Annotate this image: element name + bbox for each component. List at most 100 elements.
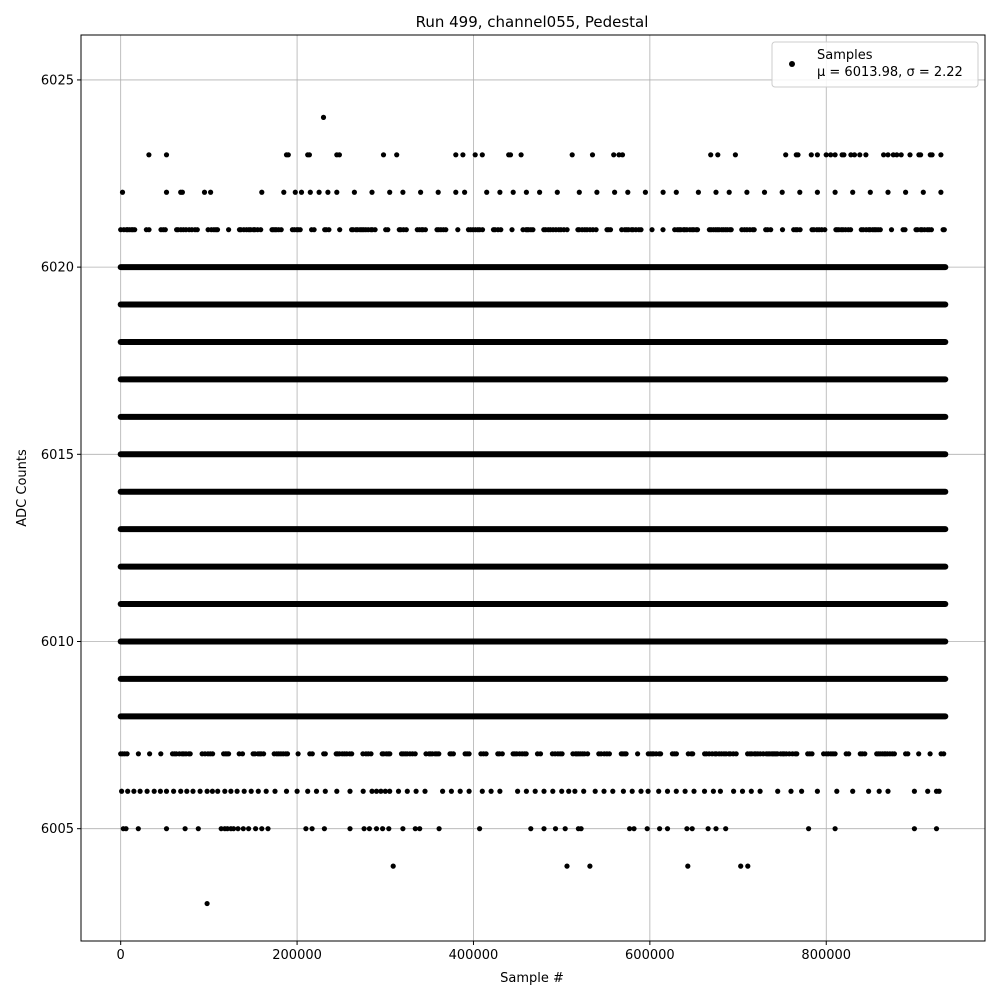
- sample-point: [877, 227, 883, 233]
- sample-point: [658, 751, 664, 757]
- sample-point: [351, 189, 357, 195]
- sample-point: [564, 863, 570, 869]
- sample-point: [382, 788, 388, 794]
- y-tick-label: 6005: [41, 822, 74, 837]
- sample-point: [443, 227, 449, 233]
- sample-point: [259, 189, 265, 195]
- sample-point: [226, 751, 232, 757]
- sample-point: [499, 751, 505, 757]
- sample-point: [226, 227, 232, 233]
- sample-point: [178, 788, 184, 794]
- sample-point: [387, 788, 393, 794]
- sample-point: [554, 189, 560, 195]
- sample-point: [775, 788, 781, 794]
- sample-point: [123, 826, 129, 832]
- sample-point: [311, 227, 317, 233]
- sample-point: [850, 788, 856, 794]
- sample-point: [321, 826, 327, 832]
- sample-point: [360, 788, 366, 794]
- sample-point: [422, 788, 428, 794]
- sample-point: [306, 152, 312, 158]
- sample-point: [916, 751, 922, 757]
- sample-point: [559, 751, 565, 757]
- sample-point: [337, 227, 343, 233]
- sample-point: [601, 788, 607, 794]
- legend: Samples μ = 6013.98, σ = 2.22: [771, 41, 979, 88]
- sample-point: [386, 826, 392, 832]
- sample-point: [572, 788, 578, 794]
- sample-point: [453, 152, 459, 158]
- sample-point: [435, 189, 441, 195]
- sample-point: [848, 152, 854, 158]
- sample-point: [814, 189, 821, 195]
- sample-point: [739, 788, 746, 794]
- x-tick-label: 200000: [272, 948, 322, 963]
- sample-point: [320, 114, 327, 120]
- sample-point: [336, 152, 342, 158]
- sample-point: [259, 826, 265, 832]
- sample-point: [587, 863, 593, 869]
- sample-point: [862, 751, 868, 757]
- sample-point: [644, 826, 650, 832]
- sample-point: [272, 788, 278, 794]
- sample-point: [715, 152, 721, 158]
- sample-point: [832, 751, 838, 757]
- sample-point: [814, 152, 821, 158]
- sample-point: [412, 826, 418, 832]
- sample-point: [292, 189, 298, 195]
- sample-point: [929, 152, 935, 158]
- sample-point: [701, 788, 708, 794]
- sample-point: [938, 189, 944, 195]
- sample-point: [119, 189, 126, 195]
- sample-point: [857, 152, 863, 158]
- sample-point: [673, 751, 680, 757]
- sample-point: [171, 788, 177, 794]
- sample-point: [163, 189, 170, 195]
- sample-point: [235, 826, 241, 832]
- sample-point: [713, 826, 719, 832]
- sample-point: [322, 788, 328, 794]
- sample-point: [477, 826, 483, 832]
- sample-point: [685, 863, 691, 869]
- sample-point: [131, 788, 137, 794]
- sample-point: [708, 152, 714, 158]
- sample-point: [941, 227, 947, 233]
- sample-point: [294, 788, 300, 794]
- sample-point: [689, 826, 695, 832]
- sample-point: [589, 152, 596, 158]
- sample-point: [920, 189, 926, 195]
- sample-point: [757, 788, 763, 794]
- sample-point: [541, 826, 547, 832]
- sample-point: [627, 826, 633, 832]
- sample-point: [738, 863, 744, 869]
- sample-point: [918, 152, 924, 158]
- sample-point: [578, 826, 584, 832]
- sample-point: [881, 152, 887, 158]
- sample-point: [309, 751, 315, 757]
- sample-point: [228, 788, 234, 794]
- plot-frame: [80, 34, 986, 942]
- sample-point: [347, 788, 353, 794]
- sample-point: [841, 152, 847, 158]
- sample-point: [673, 788, 679, 794]
- sample-point: [373, 826, 380, 832]
- sample-point: [566, 788, 572, 794]
- legend-series-label: Samples: [817, 48, 873, 63]
- sample-point: [453, 189, 459, 195]
- sample-point: [305, 788, 311, 794]
- sample-point: [466, 788, 472, 794]
- x-axis-label: Sample #: [500, 971, 564, 986]
- sample-point: [460, 152, 466, 158]
- sample-point: [462, 189, 468, 195]
- sample-point: [559, 788, 565, 794]
- sample-point: [523, 788, 530, 794]
- sample-point: [694, 227, 701, 233]
- sample-point: [222, 788, 228, 794]
- y-tick-label: 6020: [41, 261, 74, 276]
- sample-point: [660, 189, 666, 195]
- sample-point: [347, 826, 353, 832]
- sample-point: [814, 788, 821, 794]
- sample-point: [515, 788, 521, 794]
- sample-point: [638, 227, 644, 233]
